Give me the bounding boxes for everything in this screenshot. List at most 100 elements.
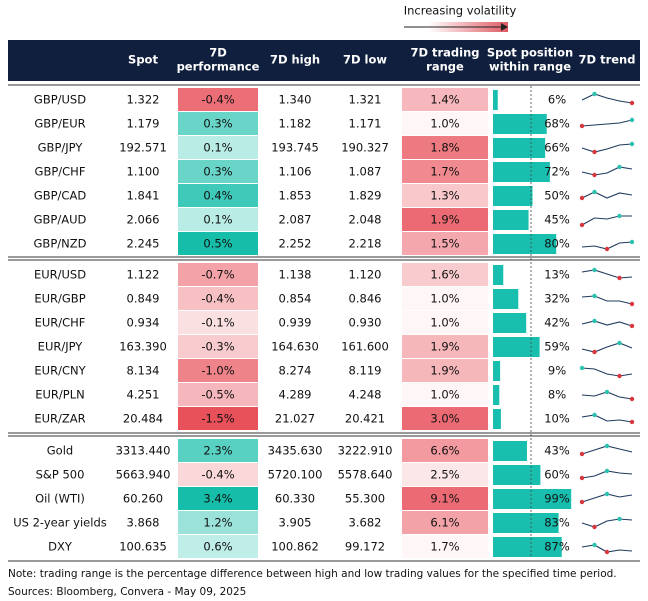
cell-value: -0.5%: [201, 388, 234, 402]
cell-value: 0.854: [279, 292, 312, 306]
position-bar: [493, 138, 546, 158]
cell-value: -0.4%: [201, 93, 234, 107]
sparkline-low: [579, 222, 585, 228]
cell-value: 55.300: [345, 492, 385, 506]
cell-value: 1.322: [127, 93, 160, 107]
sparkline-low: [604, 549, 610, 555]
cell-value: 1.106: [279, 165, 312, 179]
cell-value: 0.1%: [203, 141, 232, 155]
sparkline-high: [592, 267, 597, 273]
cell-value: 1.340: [279, 93, 312, 107]
cell-value: 3313.440: [116, 444, 171, 458]
pair-label: DXY: [48, 540, 73, 554]
cell-value: 3.0%: [430, 412, 459, 426]
sparkline-high: [592, 542, 597, 548]
sparkline: [581, 215, 632, 226]
sparkline-high: [604, 389, 610, 395]
performance-cell: [178, 511, 258, 534]
cell-value: 1.7%: [430, 165, 459, 179]
cell-value: 68%: [544, 117, 570, 131]
cell-value: 6%: [548, 93, 566, 107]
cell-value: 50%: [544, 189, 570, 203]
cell-value: 4.248: [349, 388, 382, 402]
sparkline: [581, 166, 633, 176]
cell-value: 4.289: [279, 388, 312, 402]
sparkline-high: [604, 443, 610, 449]
position-bar: [493, 513, 559, 533]
sparkline-low: [629, 323, 635, 329]
performance-cell: [178, 407, 258, 430]
cell-value: 192.571: [119, 141, 167, 155]
cell-value: 60.330: [275, 492, 315, 506]
cell-value: 9%: [548, 364, 566, 378]
cell-value: 80%: [544, 237, 570, 251]
sparkline-low: [579, 475, 585, 481]
range-cell: [402, 535, 488, 558]
range-cell: [402, 112, 488, 135]
range-cell: [402, 439, 488, 462]
cell-value: 190.327: [341, 141, 389, 155]
column-header: range: [426, 60, 464, 74]
sparkline-high: [617, 340, 622, 346]
column-header: performance: [177, 60, 260, 74]
cell-value: 0.939: [279, 316, 312, 330]
column-header: 7D: [209, 46, 227, 60]
header-bar: [8, 40, 640, 81]
cell-value: -0.7%: [201, 268, 234, 282]
sparkline: [581, 191, 633, 199]
cell-value: 5578.640: [338, 468, 393, 482]
cell-value: 72%: [544, 165, 570, 179]
performance-cell: [178, 487, 258, 510]
cell-value: 42%: [544, 316, 570, 330]
cell-value: 163.390: [119, 340, 167, 354]
performance-cell: [178, 136, 258, 159]
cell-value: 8.274: [279, 364, 312, 378]
column-header: 7D trading: [410, 46, 479, 60]
cell-value: -0.1%: [201, 316, 234, 330]
column-header: 7D high: [270, 53, 320, 67]
cell-value: 1.100: [127, 165, 160, 179]
cell-value: 0.934: [127, 316, 160, 330]
cell-value: 2.252: [279, 237, 312, 251]
position-bar: [493, 385, 500, 405]
performance-cell: [178, 263, 258, 286]
cell-value: 6.6%: [430, 444, 459, 458]
cell-value: 0.849: [127, 292, 160, 306]
cell-value: 60%: [544, 468, 570, 482]
cell-value: -1.0%: [201, 364, 234, 378]
volatility-legend: Increasing volatility: [404, 4, 517, 18]
cell-value: 1.122: [127, 268, 160, 282]
performance-cell: [178, 232, 258, 255]
sparkline-low: [629, 419, 635, 425]
sparkline-low: [629, 301, 635, 307]
pair-label: GBP/AUD: [34, 213, 87, 227]
position-bar: [493, 162, 550, 182]
cell-value: 59%: [544, 340, 570, 354]
range-cell: [402, 160, 488, 183]
cell-value: 1.5%: [430, 237, 459, 251]
cell-value: 8.119: [349, 364, 382, 378]
sparkline-high: [617, 516, 622, 522]
sparkline: [581, 367, 633, 377]
cell-value: 2.048: [349, 213, 382, 227]
position-bar: [493, 313, 527, 333]
pair-label: GBP/USD: [34, 93, 86, 107]
cell-value: 87%: [544, 540, 570, 554]
cell-value: 1.182: [279, 117, 312, 131]
cell-value: 1.321: [349, 93, 382, 107]
range-cell: [402, 311, 488, 334]
cell-value: 99%: [544, 492, 570, 506]
sparkline-low: [604, 246, 610, 252]
range-cell: [402, 511, 488, 534]
performance-cell: [178, 439, 258, 462]
cell-value: 83%: [544, 516, 570, 530]
position-bar: [493, 234, 557, 254]
cell-value: 32%: [544, 292, 570, 306]
cell-value: 20.484: [123, 412, 163, 426]
cell-value: 21.027: [275, 412, 315, 426]
position-bar: [493, 441, 527, 461]
cell-value: 3.4%: [203, 492, 232, 506]
pair-label: US 2-year yields: [13, 516, 107, 530]
column-header: Spot position: [487, 46, 573, 60]
note: Note: trading range is the percentage di…: [8, 568, 617, 580]
